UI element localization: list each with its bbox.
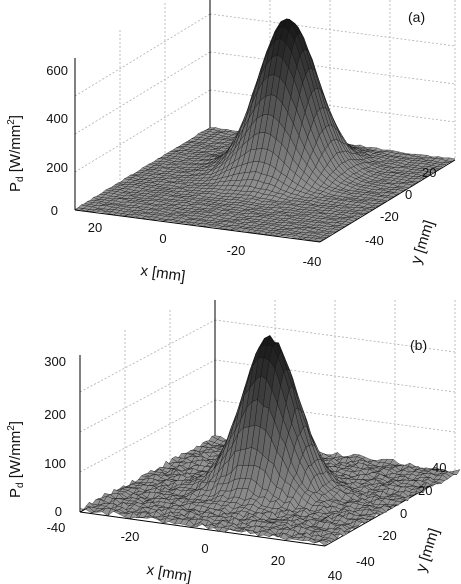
- z-tick-label: 600: [46, 63, 68, 78]
- y-axis-label: y [mm]: [408, 218, 438, 266]
- x-tick-label: 0: [201, 541, 208, 556]
- y-tick-label: -40: [356, 554, 375, 569]
- y-tick-label: 20: [418, 483, 432, 498]
- z-axis-label: Pd [W/mm2]: [6, 421, 26, 498]
- panel-b-walls: [79, 300, 456, 512]
- x-tick-label: -20: [227, 243, 246, 258]
- z-tick-label: 400: [46, 111, 68, 126]
- y-tick-label: 0: [400, 506, 407, 521]
- x-tick-label: 0: [159, 231, 166, 246]
- panel-a-z-ticks: 0 200 400 600: [46, 63, 68, 218]
- panel-label: (a): [408, 9, 425, 25]
- z-tick-label: 200: [44, 407, 66, 422]
- panel-a-y-ticks: 20 0 -20 -40: [365, 165, 436, 248]
- z-tick-label: 0: [51, 203, 58, 218]
- panel-b-z-ticks: 0 100 200 300: [44, 354, 66, 519]
- y-tick-label: -20: [380, 209, 399, 224]
- y-axis-label: y [mm]: [413, 526, 443, 574]
- surface-b: [79, 335, 461, 547]
- z-tick-label: 200: [46, 160, 68, 175]
- x-axis-label: x [mm]: [139, 262, 186, 285]
- z-axis-label: Pd [W/mm2]: [6, 115, 26, 192]
- panel-a: 0 200 400 600 20 0 -20 -40 20 0 -20 -40 …: [6, 0, 456, 285]
- x-tick-label: -20: [121, 529, 140, 544]
- x-tick-label: 20: [88, 220, 102, 235]
- x-tick-label: -40: [303, 254, 322, 269]
- z-tick-label: 100: [44, 456, 66, 471]
- x-axis-label: x [mm]: [145, 561, 192, 584]
- panel-b: 0 100 200 300 -40 -20 0 20 40 40 20 0 -2…: [6, 300, 461, 584]
- surface-a: [74, 18, 456, 242]
- y-tick-label: -20: [378, 528, 397, 543]
- y-tick-label: -40: [365, 233, 384, 248]
- z-tick-label: 0: [55, 504, 62, 519]
- x-tick-label: -40: [47, 520, 66, 535]
- y-tick-label: 0: [405, 187, 412, 202]
- panel-label: (b): [410, 337, 427, 353]
- surface-cell: [313, 238, 324, 242]
- z-tick-label: 300: [44, 354, 66, 369]
- panel-a-x-ticks: 20 0 -20 -40: [88, 220, 322, 269]
- y-tick-label: 40: [432, 460, 446, 475]
- x-tick-label: 40: [328, 568, 342, 583]
- x-tick-label: 20: [271, 553, 285, 568]
- y-tick-label: 20: [422, 165, 436, 180]
